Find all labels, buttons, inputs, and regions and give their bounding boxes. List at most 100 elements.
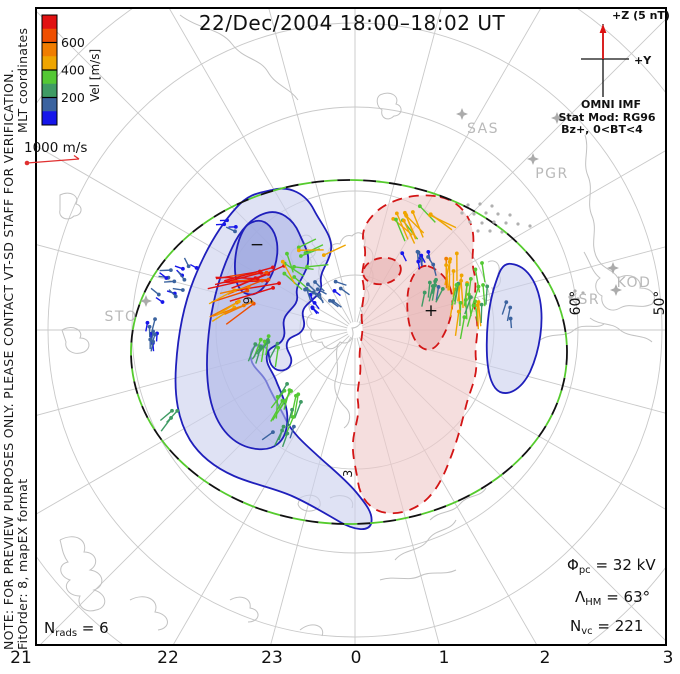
velocity-vector-tail xyxy=(481,262,486,283)
stat-nvc-value: = 221 xyxy=(593,617,644,635)
velocity-vector-dot xyxy=(298,254,303,258)
velocity-vector-tail xyxy=(427,282,431,298)
ground-scatter-dot xyxy=(500,230,504,234)
velocity-vector-dot xyxy=(291,424,296,429)
velocity-vector-dot xyxy=(151,329,155,334)
velocity-vector-dot xyxy=(462,315,467,320)
coast-alaska xyxy=(583,134,655,311)
velocity-vector-tail xyxy=(428,285,434,302)
stat-nvc-base: N xyxy=(570,617,581,635)
contour-level-label-9: 9 xyxy=(241,296,256,305)
velocity-vector-dot xyxy=(262,339,267,344)
velocity-vector-tail xyxy=(459,317,466,340)
velocity-vector-tail xyxy=(261,431,274,441)
imf-condition-label: Bz+, 0<BT<4 xyxy=(561,123,643,136)
velocity-vector-dot xyxy=(164,276,169,280)
velocity-vector-tail xyxy=(501,301,507,315)
mlt-axis-label-21: 21 xyxy=(10,648,32,668)
stat-nrads-base: N xyxy=(44,619,55,637)
velocity-vector-dot xyxy=(476,284,481,289)
stat-phi-sub: pc xyxy=(579,565,591,576)
hm-boundary-green-dashes xyxy=(130,179,568,525)
velocity-vector-tail xyxy=(403,220,416,244)
velocity-vector-dot xyxy=(281,424,286,429)
velocity-vector-dot xyxy=(481,283,485,287)
velocity-vector-dot xyxy=(415,249,420,254)
velocity-vector-dot xyxy=(168,268,173,273)
velocity-vector-dot xyxy=(277,281,281,286)
velocity-vector-dot xyxy=(276,345,281,350)
velocity-vector-dot xyxy=(434,277,438,282)
velocity-vector-dot xyxy=(508,316,513,321)
velocity-vector-tail xyxy=(211,289,248,303)
velocity-vector-dot xyxy=(504,300,509,305)
velocity-vector-dot xyxy=(145,320,150,325)
imf-dial: +Z (5 nT) +Y OMNI IMF Stat Mod: RG96 Bz+… xyxy=(558,9,670,136)
ground-scatter-dot xyxy=(581,291,585,295)
velocity-vector-dot xyxy=(271,430,275,434)
velocity-vector-tail xyxy=(432,264,437,276)
colorbar-axis-label: Vel [m/s] xyxy=(88,49,102,102)
velocity-vector-dot xyxy=(266,334,271,339)
velocity-vector-dot xyxy=(321,253,326,258)
colorbar-segment xyxy=(42,97,57,112)
coast-europe xyxy=(379,487,487,581)
velocity-vector-dot xyxy=(258,344,263,349)
velocity-vector-tail xyxy=(214,272,262,286)
velocity-vector-dot xyxy=(317,292,322,297)
mlt-axis-label-3: 3 xyxy=(663,648,674,668)
velocity-vectors xyxy=(145,204,513,448)
velocity-vector-dot xyxy=(315,287,320,292)
stat-nrads-value: = 6 xyxy=(77,619,109,637)
velocity-vector-tail xyxy=(459,302,462,327)
mlt-axis-label-0: 0 xyxy=(351,648,362,668)
stat-lambda-sub: HM xyxy=(585,597,601,608)
mlt-axis-label-1: 1 xyxy=(439,648,450,668)
velocity-vector-dot xyxy=(292,275,297,279)
ground-scatter-dot xyxy=(476,229,480,233)
velocity-vector-dot xyxy=(459,273,464,278)
velocity-vector-dot xyxy=(400,251,405,256)
colorbar-tick-label: 600 xyxy=(61,35,85,50)
velocity-vector-tail xyxy=(269,343,279,359)
velocity-vector-dot xyxy=(285,251,289,256)
mlt-axis-labels: 21 22 23 0 1 2 3 xyxy=(10,648,673,668)
velocity-vector-tail xyxy=(272,400,286,421)
ground-scatter-dot xyxy=(576,297,580,301)
imf-z-label: +Z (5 nT) xyxy=(612,9,670,22)
imf-source-label: OMNI IMF xyxy=(581,98,641,111)
velocity-vector-tail xyxy=(445,265,449,291)
velocity-vector-dot xyxy=(436,285,441,289)
velocity-vector-dot xyxy=(294,393,298,398)
ground-scatter-dot xyxy=(490,204,494,208)
velocity-vector-tail xyxy=(293,276,313,293)
velocity-vector-dot xyxy=(456,309,461,314)
velocity-vector-tail xyxy=(270,400,284,422)
ground-scatter-dot xyxy=(468,220,472,224)
velocity-vector-tail xyxy=(323,244,346,256)
negative-contour-secondary-blob xyxy=(485,262,543,394)
reference-vector: 1000 m/s xyxy=(24,140,87,166)
station-star-marker xyxy=(527,153,539,165)
velocity-vector-tail xyxy=(305,244,324,254)
velocity-vector-dot xyxy=(270,265,275,270)
velocity-vector-dot xyxy=(292,264,296,269)
map-labels: SAS PGR KOD KSR STO 60° 50° 9 3 − + xyxy=(105,108,666,478)
stat-phi-base: Φ xyxy=(567,556,579,574)
reference-vector-arrowhead xyxy=(73,154,80,160)
positive-cell-sign: + xyxy=(424,301,438,321)
velocity-vector-tail xyxy=(159,410,173,422)
ground-scatter-dot xyxy=(460,211,464,215)
velocity-vector-tail xyxy=(474,269,481,293)
ground-scatter-dots xyxy=(460,202,585,301)
velocity-colorbar: 600 400 200 xyxy=(41,14,85,126)
hm-boundary-black-dashes xyxy=(130,179,568,525)
coast-greenland-south xyxy=(334,343,351,429)
stat-nrads-sub: rads xyxy=(55,628,77,639)
velocity-vector-dot xyxy=(465,282,469,287)
ground-scatter-dot xyxy=(492,220,496,224)
velocity-vector-tail xyxy=(412,211,424,238)
positive-cell-contour-outer xyxy=(351,194,479,515)
velocity-vector-tail xyxy=(286,253,294,273)
